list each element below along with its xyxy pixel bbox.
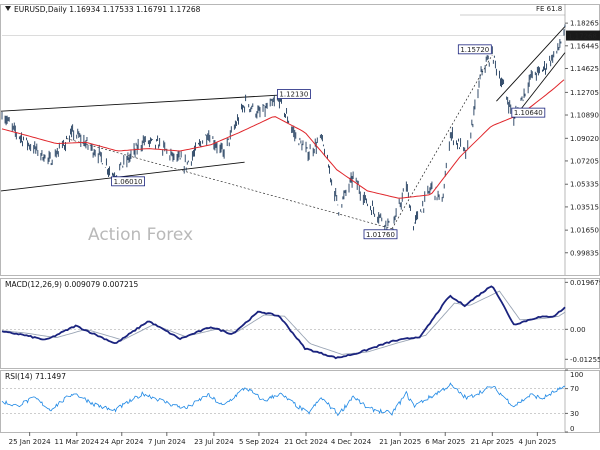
price-tick-label: 1.03515 (570, 203, 599, 211)
macd-line (1, 285, 566, 360)
trendline (66, 138, 393, 230)
last-price-label: 1.17268 (568, 33, 597, 41)
menu-triangle-icon (5, 6, 11, 11)
level-annotation-box (457, 44, 492, 55)
price-tick-label: 1.10890 (570, 112, 599, 120)
moving-average-line (1, 79, 565, 199)
level-annotation-box (363, 229, 398, 240)
level-annotation-label: 1.15720 (460, 46, 489, 54)
macd-title: MACD(12,26,9) 0.009079 0.007215 (5, 280, 139, 289)
macd-tick-label: 0.019679 (570, 279, 600, 287)
fib-label: FE 61.8 (536, 5, 562, 13)
x-tick-label: 21 Jan 2025 (379, 438, 421, 446)
price-tick-label: 1.12705 (570, 89, 599, 97)
rsi-tick-label: 0 (570, 425, 574, 433)
trendline (513, 52, 566, 119)
last-price-box (566, 30, 600, 41)
level-annotation-label: 1.06010 (114, 178, 143, 186)
x-tick-label: 24 Apr 2024 (100, 438, 144, 446)
x-tick-label: 23 Jul 2024 (194, 438, 234, 446)
macd-tick-label: 0.00 (570, 326, 586, 334)
x-tick-label: 4 Dec 2024 (331, 438, 372, 446)
x-tick-label: 7 Jun 2024 (148, 438, 186, 446)
price-tick-label: 1.05335 (570, 181, 599, 189)
price-tick-label: 1.16445 (570, 42, 599, 50)
rsi-tick-label: 100 (570, 371, 583, 379)
level-annotation-label: 1.10640 (514, 109, 543, 117)
price-tick-label: 1.18265 (570, 20, 599, 28)
x-tick-label: 21 Apr 2025 (471, 438, 514, 446)
price-tick-label: 1.14625 (570, 65, 599, 73)
watermark: Action Forex (88, 225, 193, 245)
trendline (0, 92, 311, 112)
x-tick-label: 25 Jan 2024 (9, 438, 52, 446)
trendline (391, 54, 493, 229)
level-annotation-box (511, 107, 546, 118)
price-tick-label: 1.07205 (570, 157, 599, 165)
x-tick-label: 4 Jun 2025 (519, 438, 557, 446)
x-tick-label: 21 Oct 2024 (284, 438, 328, 446)
price-tick-label: 1.01650 (570, 227, 599, 235)
x-tick-label: 5 Sep 2024 (239, 438, 279, 446)
rsi-line (1, 382, 566, 417)
macd-tick-label: -0.012552 (570, 356, 600, 364)
pane-macd (0, 278, 600, 369)
trendline (496, 26, 566, 102)
level-annotation-label: 1.12130 (279, 91, 308, 99)
chart-title: EURUSD,Daily 1.16934 1.17533 1.16791 1.1… (14, 5, 201, 14)
level-annotation-box (111, 176, 145, 187)
pane-rsi (0, 370, 600, 433)
level-annotation-box (277, 89, 311, 99)
price-tick-label: 0.99835 (570, 249, 599, 257)
rsi-tick-label: 70 (570, 385, 579, 393)
level-annotation-label: 1.01760 (366, 231, 395, 239)
rsi-tick-label: 30 (570, 410, 579, 418)
price-tick-label: 1.09020 (570, 135, 599, 143)
macd-signal-line (1, 290, 566, 355)
rsi-title: RSI(14) 71.1497 (5, 372, 66, 381)
x-tick-label: 11 Mar 2024 (55, 438, 100, 446)
x-tick-label: 6 Mar 2025 (425, 438, 465, 446)
